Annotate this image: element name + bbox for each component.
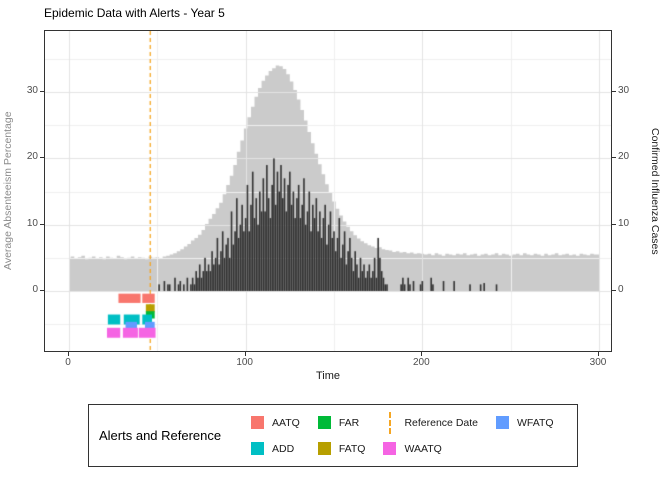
legend-item-label: Reference Date	[404, 416, 478, 429]
x-axis-tick-label: 0	[65, 357, 71, 368]
legend-item-add: ADD	[251, 442, 300, 455]
y-axis-left-tick-label: 0	[32, 284, 38, 295]
x-axis-tick-label: 300	[589, 357, 607, 368]
x-axis-tick-mark	[68, 352, 69, 356]
legend-item-far: FAR	[317, 416, 366, 429]
x-axis-tick-mark	[244, 352, 246, 356]
y-axis-left-tick-mark	[40, 290, 44, 291]
y-axis-right-tick-mark	[612, 157, 616, 159]
y-axis-right-title: Confirmed Influenza Cases	[649, 127, 661, 255]
x-axis-tick-mark	[598, 352, 599, 356]
x-axis-title: Time	[315, 370, 341, 382]
y-axis-left-tick-mark	[40, 91, 44, 93]
y-axis-right-tick-label: 0	[618, 284, 624, 295]
y-axis-right-tick-label: 20	[618, 151, 630, 163]
x-axis-tick-mark	[421, 352, 423, 356]
legend-item-label: ADD	[272, 442, 295, 455]
legend-item-label: FAR	[338, 416, 360, 429]
plot-panel	[44, 30, 612, 352]
y-axis-left-tick-label: 10	[26, 217, 38, 229]
legend-item-label: AATQ	[272, 416, 300, 429]
x-axis-tick-label: 100	[236, 357, 253, 368]
legend-item-waatq: WAATQ	[383, 442, 478, 455]
legend-items: AATQ ADD FAR FATQ Reference Date	[251, 411, 554, 460]
chart-title: Epidemic Data with Alerts - Year 5	[44, 6, 225, 20]
legend-item-aatq: AATQ	[251, 416, 300, 429]
legend-item-fatq: FATQ	[317, 442, 366, 455]
wfatq-color-swatch	[496, 416, 509, 429]
waatq-color-swatch	[383, 442, 397, 455]
y-axis-left-tick-mark	[40, 157, 44, 159]
legend-item-reference-date: Reference Date	[383, 411, 478, 434]
fatq-color-swatch	[317, 442, 331, 455]
legend-box: Alerts and Reference AATQ ADD FAR FATQ	[88, 404, 578, 467]
y-axis-right-tick-label: 30	[618, 85, 630, 97]
add-color-swatch	[251, 442, 264, 455]
legend-item-label: FATQ	[338, 442, 366, 455]
aatq-color-swatch	[251, 416, 264, 429]
legend-item-wfatq: WFATQ	[496, 416, 554, 429]
y-axis-right-tick-label: 10	[618, 217, 630, 229]
y-axis-left-tick-mark	[40, 223, 44, 225]
far-color-swatch	[317, 416, 331, 429]
reference-date-dashed-line-icon	[383, 411, 396, 434]
y-axis-left-tick-label: 20	[26, 151, 38, 163]
y-axis-left-title: Average Absenteeism Percentage	[2, 111, 14, 271]
y-axis-right-tick-mark	[612, 91, 616, 93]
y-axis-right-tick-mark	[612, 223, 616, 225]
legend-item-label: WAATQ	[404, 442, 442, 455]
legend-item-label: WFATQ	[517, 416, 554, 429]
plot-canvas	[45, 31, 611, 351]
y-axis-right-tick-mark	[612, 290, 616, 291]
legend-title: Alerts and Reference	[99, 428, 222, 443]
y-axis-left-tick-label: 30	[26, 85, 38, 97]
x-axis-tick-label: 200	[412, 357, 430, 368]
